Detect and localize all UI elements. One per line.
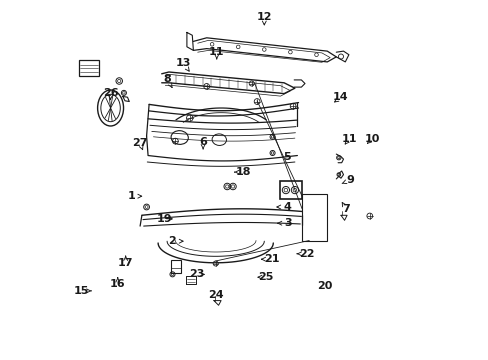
Text: 5: 5 [283,152,290,162]
Text: 1: 1 [127,191,135,201]
Text: 15: 15 [74,286,89,296]
Text: 16: 16 [110,279,125,289]
Text: 4: 4 [283,202,291,212]
Text: 21: 21 [263,254,279,264]
Text: 7: 7 [342,204,349,214]
Text: 11: 11 [341,134,357,144]
Bar [279,181,302,199]
Text: 11: 11 [208,47,224,57]
Text: 12: 12 [256,12,271,22]
Text: 25: 25 [257,272,272,282]
Bar [79,60,99,76]
Text: 27: 27 [132,138,147,148]
Text: 20: 20 [316,281,331,291]
Text: 17: 17 [118,258,133,268]
Text: 13: 13 [175,58,191,68]
Text: 14: 14 [332,92,348,102]
Text: 26: 26 [102,88,118,98]
Text: 6: 6 [199,137,206,147]
Text: 2: 2 [168,236,176,246]
Text: 23: 23 [189,269,204,279]
Text: 10: 10 [364,134,379,144]
Text: 22: 22 [298,249,313,259]
Text: 18: 18 [236,167,251,177]
Text: 24: 24 [208,290,224,300]
Text: 3: 3 [284,218,291,228]
Bar [170,260,181,273]
Text: 19: 19 [157,214,172,224]
Text: 9: 9 [346,175,354,185]
Bar [302,194,326,241]
Text: 8: 8 [163,74,171,84]
